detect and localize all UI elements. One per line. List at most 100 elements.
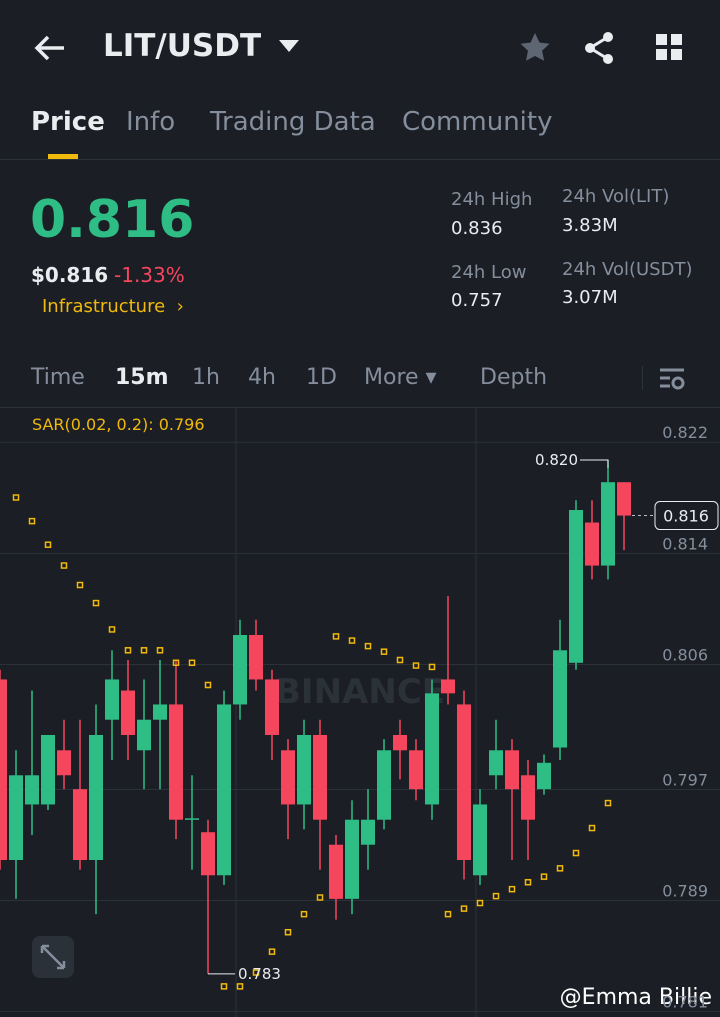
divider xyxy=(0,159,720,160)
divider xyxy=(0,407,720,408)
candle-body xyxy=(585,522,599,566)
candle-body xyxy=(601,482,615,566)
candle-body xyxy=(505,750,519,790)
candle-body xyxy=(137,719,151,751)
annotation-line xyxy=(580,459,609,468)
candle-body xyxy=(409,750,423,790)
sar-dot xyxy=(380,648,388,655)
candle-body xyxy=(345,819,359,899)
candle-body xyxy=(329,844,343,899)
candle-body xyxy=(105,679,119,720)
back-button[interactable] xyxy=(32,30,68,66)
tab[interactable]: Community xyxy=(402,107,553,137)
sar-dot xyxy=(124,647,132,654)
credit: @Emma Billie xyxy=(560,985,712,1010)
candle-body xyxy=(281,750,295,805)
candle-body xyxy=(249,635,263,680)
sar-dot xyxy=(156,647,164,654)
candle-body xyxy=(617,482,631,516)
y-tick-label: 0.781 xyxy=(662,993,708,1012)
candle-body xyxy=(41,735,55,805)
sar-dot xyxy=(476,899,484,907)
sar-dot xyxy=(268,948,276,955)
y-tick-label: 0.814 xyxy=(662,534,708,553)
favorite-icon[interactable] xyxy=(518,31,552,63)
sar-dot xyxy=(364,642,372,650)
chart-settings[interactable] xyxy=(658,366,686,392)
sar-dot xyxy=(604,799,612,807)
pair-dropdown[interactable] xyxy=(278,38,300,54)
interval-active[interactable]: 15m xyxy=(115,365,169,390)
candle-body xyxy=(233,635,247,705)
sar-dot xyxy=(76,581,84,589)
candle-body xyxy=(0,679,7,860)
interval[interactable]: 1h xyxy=(192,365,220,390)
candle-body xyxy=(569,510,583,663)
pair-title[interactable]: LIT/USDT xyxy=(103,28,262,64)
annotation-label: 0.783 xyxy=(238,965,281,983)
sar-dot xyxy=(332,633,340,640)
candle-body xyxy=(393,735,407,751)
share-icon[interactable] xyxy=(583,31,617,65)
tab[interactable]: Info xyxy=(126,107,176,137)
tab[interactable]: Trading Data xyxy=(210,107,376,137)
last-price: 0.816 xyxy=(30,190,195,250)
grid-icon[interactable] xyxy=(655,33,685,63)
interval[interactable]: More xyxy=(364,365,419,390)
interval[interactable]: Depth xyxy=(480,365,548,390)
interval[interactable]: 1D xyxy=(306,365,337,390)
sar-dot xyxy=(396,656,404,664)
sar-dot xyxy=(524,878,532,886)
sar-dot xyxy=(204,681,212,689)
sar-dot xyxy=(588,824,596,832)
price-change: -1.33% xyxy=(114,263,185,287)
sar-dot xyxy=(252,969,260,976)
stat-label: 24h High xyxy=(451,189,533,210)
candle-body xyxy=(265,679,279,735)
tab-indicator xyxy=(48,154,78,159)
fullscreen-icon xyxy=(40,944,66,970)
sector[interactable]: Infrastructure xyxy=(42,296,166,317)
candle-body xyxy=(73,789,87,860)
interval[interactable]: Time xyxy=(31,365,85,390)
candle-body xyxy=(425,693,439,805)
stat-label: 24h Vol(USDT) xyxy=(562,259,693,280)
sar-dot xyxy=(444,910,452,918)
stat-label: 24h Low xyxy=(451,262,527,283)
sar-dot xyxy=(540,873,548,880)
interval[interactable]: 4h xyxy=(248,365,276,390)
candle-body xyxy=(9,775,23,860)
candle-body xyxy=(57,750,71,776)
sar-dot xyxy=(108,626,116,633)
interval-more[interactable]: More ▾ xyxy=(364,365,437,390)
stat-value: 3.07M xyxy=(562,287,618,308)
candle-body xyxy=(537,762,551,790)
candle-body xyxy=(201,832,215,876)
usd-price: $0.816 xyxy=(31,263,109,287)
sar-dot xyxy=(572,849,580,857)
sar-dot xyxy=(92,599,100,607)
candle-body xyxy=(297,735,311,805)
candle-body xyxy=(457,704,471,860)
sar-dot xyxy=(236,983,244,990)
sar-dot xyxy=(60,562,68,569)
stat-value: 0.836 xyxy=(451,218,503,239)
sar-dot xyxy=(348,637,356,644)
sar-dot xyxy=(172,659,180,667)
sar-dot xyxy=(556,865,564,872)
candlestick-chart: BINANCE SAR(0.02, 0.2): 0.796 @Emma Bill… xyxy=(0,408,720,1017)
sar-dot xyxy=(428,663,436,671)
sar-dot xyxy=(300,910,308,918)
candle-body xyxy=(217,704,231,876)
sar-dot xyxy=(188,659,196,667)
sar-dot xyxy=(12,494,20,501)
indicator-label: SAR(0.02, 0.2): 0.796 xyxy=(32,415,205,434)
y-tick-label: 0.806 xyxy=(662,645,708,664)
candle-body xyxy=(89,735,103,860)
sar-dot xyxy=(412,662,420,669)
stat-label: 24h Vol(LIT) xyxy=(562,186,670,207)
sector-link[interactable]: Infrastructure › xyxy=(42,296,184,317)
y-tick-label: 0.789 xyxy=(662,882,708,901)
tab-active[interactable]: Price xyxy=(31,107,105,137)
